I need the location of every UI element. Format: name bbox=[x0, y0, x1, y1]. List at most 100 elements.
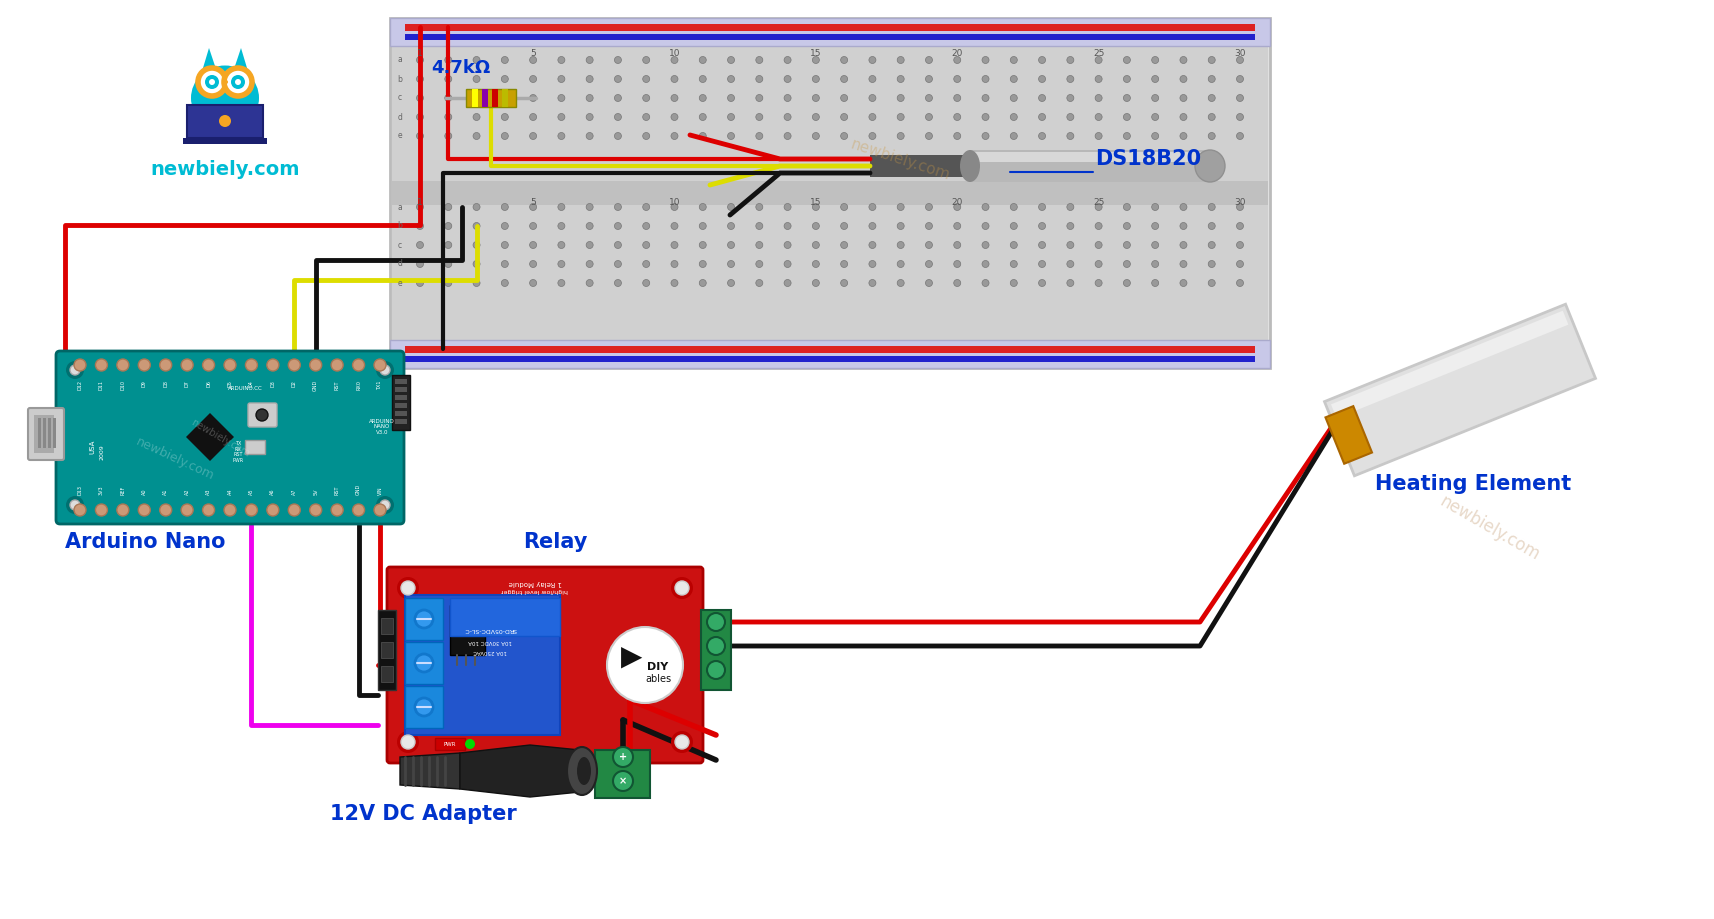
Circle shape bbox=[812, 132, 819, 140]
Text: 10A 250VAC: 10A 250VAC bbox=[473, 649, 507, 653]
Circle shape bbox=[586, 279, 593, 287]
Circle shape bbox=[1152, 132, 1159, 140]
Circle shape bbox=[417, 95, 423, 101]
Text: b: b bbox=[398, 221, 403, 231]
Text: D9: D9 bbox=[142, 380, 147, 387]
Text: D7: D7 bbox=[185, 380, 190, 387]
Text: newbiely.com: newbiely.com bbox=[848, 137, 951, 183]
Circle shape bbox=[74, 359, 86, 371]
Circle shape bbox=[869, 114, 876, 120]
Circle shape bbox=[530, 203, 536, 210]
Circle shape bbox=[926, 222, 932, 230]
Circle shape bbox=[699, 260, 706, 267]
Circle shape bbox=[1066, 222, 1073, 230]
Circle shape bbox=[812, 203, 819, 210]
Circle shape bbox=[417, 56, 423, 63]
Circle shape bbox=[415, 698, 432, 716]
Circle shape bbox=[417, 242, 423, 248]
Circle shape bbox=[288, 504, 300, 516]
Circle shape bbox=[953, 56, 960, 63]
Circle shape bbox=[926, 114, 932, 120]
Text: 30: 30 bbox=[1234, 198, 1244, 207]
Circle shape bbox=[530, 114, 536, 120]
Circle shape bbox=[756, 95, 763, 101]
Text: A5: A5 bbox=[249, 489, 254, 495]
Circle shape bbox=[500, 95, 507, 101]
Circle shape bbox=[500, 203, 507, 210]
Circle shape bbox=[1123, 114, 1130, 120]
Circle shape bbox=[65, 496, 84, 514]
Bar bbox=[405, 24, 1255, 31]
Circle shape bbox=[401, 581, 415, 595]
Circle shape bbox=[614, 75, 620, 83]
Circle shape bbox=[586, 95, 593, 101]
Circle shape bbox=[586, 260, 593, 267]
Circle shape bbox=[331, 504, 343, 516]
Text: DIY: DIY bbox=[646, 662, 668, 672]
Circle shape bbox=[840, 279, 847, 287]
Circle shape bbox=[1152, 242, 1159, 248]
Circle shape bbox=[1179, 95, 1186, 101]
Text: D12: D12 bbox=[77, 380, 82, 390]
Circle shape bbox=[896, 132, 903, 140]
Circle shape bbox=[401, 735, 415, 749]
Circle shape bbox=[1179, 132, 1186, 140]
Circle shape bbox=[197, 68, 226, 96]
Circle shape bbox=[840, 95, 847, 101]
Bar bbox=[389, 18, 1270, 46]
Ellipse shape bbox=[576, 757, 591, 785]
Text: high/low level trigger: high/low level trigger bbox=[500, 588, 567, 593]
Circle shape bbox=[500, 242, 507, 248]
Circle shape bbox=[706, 637, 725, 655]
Circle shape bbox=[1095, 242, 1102, 248]
Bar bbox=[245, 440, 266, 454]
Circle shape bbox=[756, 260, 763, 267]
Circle shape bbox=[670, 203, 677, 210]
Circle shape bbox=[896, 242, 903, 248]
Bar bbox=[394, 395, 406, 400]
Circle shape bbox=[756, 279, 763, 287]
Circle shape bbox=[1208, 242, 1215, 248]
Circle shape bbox=[159, 504, 171, 516]
Circle shape bbox=[783, 279, 790, 287]
Circle shape bbox=[1123, 132, 1130, 140]
Circle shape bbox=[557, 279, 564, 287]
Circle shape bbox=[1236, 75, 1243, 83]
Circle shape bbox=[1066, 203, 1073, 210]
Circle shape bbox=[1152, 279, 1159, 287]
Text: 5: 5 bbox=[530, 49, 536, 58]
Circle shape bbox=[417, 203, 423, 210]
Circle shape bbox=[1039, 260, 1046, 267]
Bar bbox=[405, 642, 442, 684]
Text: newbiely.com: newbiely.com bbox=[1436, 492, 1543, 564]
Circle shape bbox=[417, 132, 423, 140]
Circle shape bbox=[982, 95, 989, 101]
Circle shape bbox=[473, 222, 480, 230]
Circle shape bbox=[310, 504, 322, 516]
Circle shape bbox=[643, 132, 650, 140]
Circle shape bbox=[812, 56, 819, 63]
Circle shape bbox=[783, 56, 790, 63]
Circle shape bbox=[1095, 132, 1102, 140]
Circle shape bbox=[706, 661, 725, 679]
Circle shape bbox=[70, 500, 81, 510]
Circle shape bbox=[812, 95, 819, 101]
Circle shape bbox=[1095, 75, 1102, 83]
Text: ARDUINO
NANO
V3.0: ARDUINO NANO V3.0 bbox=[369, 419, 394, 436]
Circle shape bbox=[1039, 203, 1046, 210]
Circle shape bbox=[225, 504, 237, 516]
Circle shape bbox=[557, 222, 564, 230]
Circle shape bbox=[530, 132, 536, 140]
Circle shape bbox=[1066, 114, 1073, 120]
Bar bbox=[405, 595, 560, 735]
Circle shape bbox=[530, 279, 536, 287]
Circle shape bbox=[1010, 95, 1016, 101]
Circle shape bbox=[670, 260, 677, 267]
Circle shape bbox=[1123, 56, 1130, 63]
Circle shape bbox=[869, 95, 876, 101]
Circle shape bbox=[374, 359, 386, 371]
Circle shape bbox=[982, 260, 989, 267]
Bar bbox=[435, 738, 464, 750]
Circle shape bbox=[926, 75, 932, 83]
Text: D6: D6 bbox=[206, 380, 211, 387]
